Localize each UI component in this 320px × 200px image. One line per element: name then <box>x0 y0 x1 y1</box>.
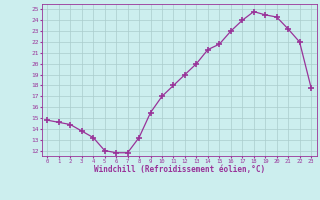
X-axis label: Windchill (Refroidissement éolien,°C): Windchill (Refroidissement éolien,°C) <box>94 165 265 174</box>
